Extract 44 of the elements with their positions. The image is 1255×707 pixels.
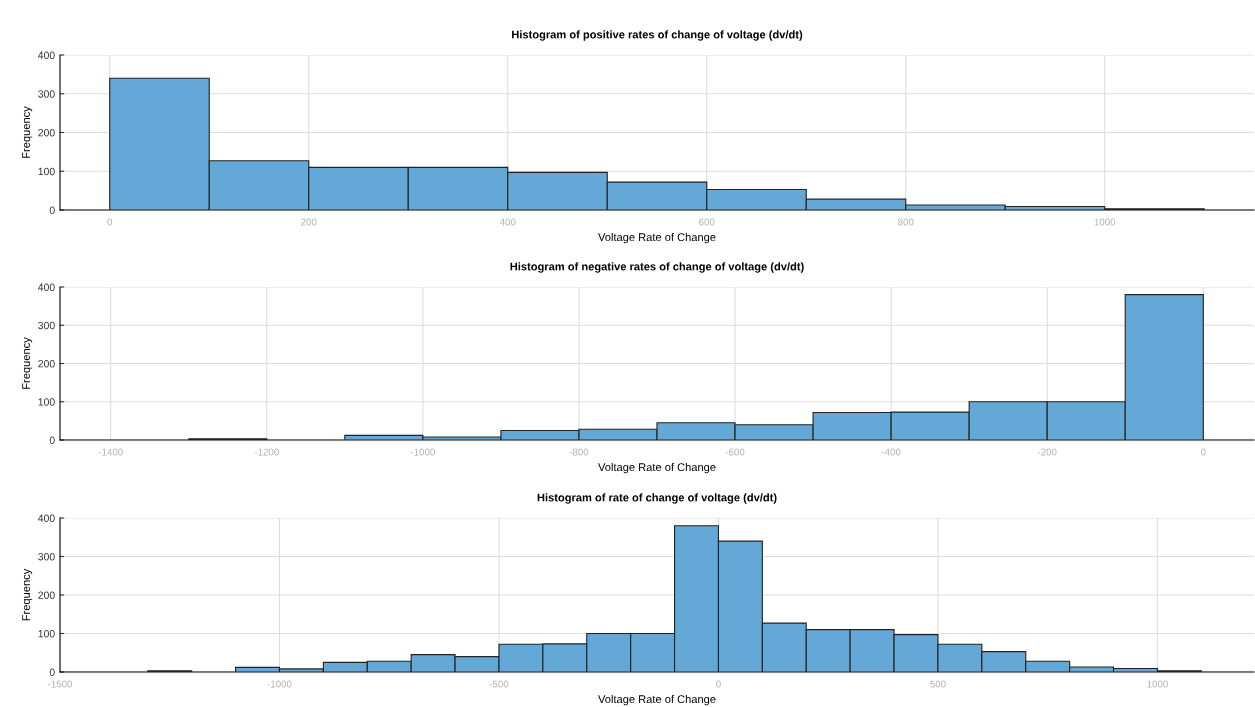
x-tick-label: -500 — [489, 680, 509, 688]
chart-title: Histogram of positive rates of change of voltage (dv/dt) — [512, 30, 803, 41]
y-tick-label: 400 — [38, 283, 55, 291]
y-tick-label: 0 — [49, 436, 55, 444]
x-tick-label: 600 — [699, 218, 715, 226]
x-tick-label: 0 — [716, 680, 721, 688]
x-tick-label: 1000 — [1094, 218, 1116, 226]
x-axis-title: Voltage Rate of Change — [598, 232, 716, 244]
y-tick-label: 200 — [38, 129, 55, 137]
y-tick-label: 100 — [38, 167, 55, 176]
y-tick-label: 300 — [38, 321, 55, 330]
y-tick-label: 300 — [38, 553, 55, 561]
y-tick-label: 200 — [38, 591, 55, 599]
y-tick-label: 400 — [38, 514, 55, 522]
x-tick-label: -200 — [1037, 448, 1057, 456]
y-tick-label: 400 — [38, 51, 55, 59]
y-tick-label: 300 — [38, 90, 55, 98]
x-tick-label: 500 — [930, 680, 946, 688]
x-tick-label: -1200 — [254, 448, 279, 456]
x-tick-label: -1500 — [48, 680, 73, 688]
x-axis-title: Voltage Rate of Change — [598, 694, 716, 706]
x-tick-label: -800 — [569, 448, 589, 456]
y-tick-label: 100 — [38, 630, 55, 638]
x-tick-label: 1000 — [1147, 680, 1168, 688]
y-tick-label: 100 — [38, 398, 55, 406]
x-tick-label: -400 — [881, 448, 901, 456]
y-axis-title: Frequency — [22, 568, 33, 621]
x-tick-label: -600 — [725, 448, 745, 456]
x-axis-title: Voltage Rate of Change — [598, 462, 716, 474]
x-tick-label: 400 — [499, 218, 516, 226]
chart-title: Histogram of rate of change of voltage (dv/dt) — [537, 493, 777, 504]
x-tick-label: 800 — [898, 218, 914, 226]
x-tick-label: -1400 — [98, 448, 123, 456]
x-tick-label: -1000 — [267, 680, 292, 688]
chart-title: Histogram of negative rates of change of voltage (dv/dt) — [510, 262, 804, 273]
x-tick-label: 0 — [107, 218, 113, 226]
x-tick-label: 0 — [1200, 448, 1206, 456]
y-tick-label: 200 — [38, 360, 55, 368]
y-axis-title: Frequency — [22, 337, 33, 389]
x-tick-label: 200 — [301, 218, 317, 226]
y-tick-label: 0 — [49, 668, 55, 676]
x-tick-label: -1000 — [410, 448, 435, 456]
y-axis-title: Frequency — [22, 106, 33, 158]
y-tick-label: 0 — [49, 206, 55, 214]
